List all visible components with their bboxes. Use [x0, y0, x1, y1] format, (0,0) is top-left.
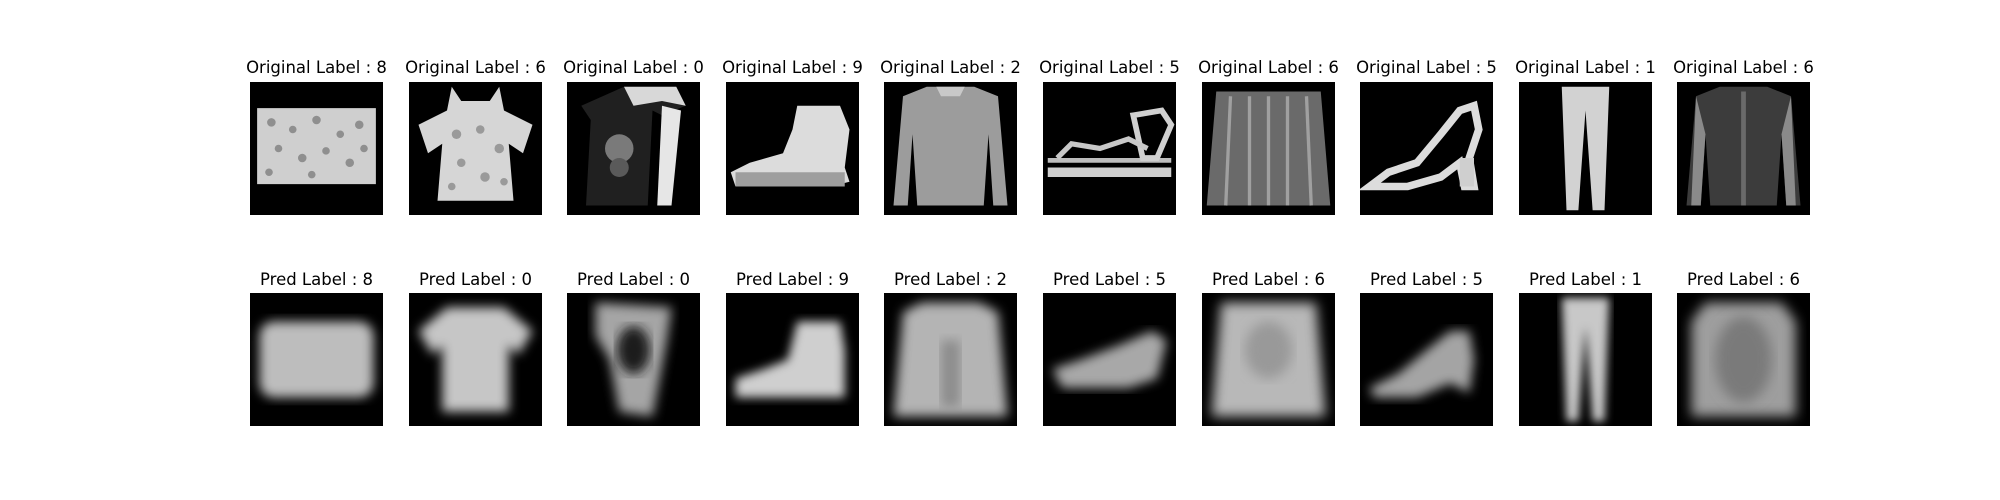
pred-title-3: Pred Label : 0 — [576, 270, 690, 289]
shirt-icon — [1677, 82, 1810, 215]
pred-title-6: Pred Label : 5 — [1052, 270, 1166, 289]
trouser-icon — [1519, 293, 1652, 426]
pred-title-1: Pred Label : 8 — [259, 270, 373, 289]
sandal-icon — [1360, 293, 1493, 426]
sandal-icon — [1043, 82, 1176, 215]
shirt-icon — [1677, 293, 1810, 426]
original-title-10: Original Label : 6 — [1673, 58, 1814, 77]
sandal-icon — [1360, 82, 1493, 215]
original-title-7: Original Label : 6 — [1198, 58, 1339, 77]
shirt-icon — [409, 82, 542, 215]
original-title-6: Original Label : 5 — [1039, 58, 1180, 77]
pred-title-4: Pred Label : 9 — [735, 270, 849, 289]
pullover-icon — [884, 293, 1017, 426]
shirt-icon — [1202, 82, 1335, 215]
trouser-icon — [1519, 82, 1652, 215]
pred-title-2: Pred Label : 0 — [418, 270, 532, 289]
sandal-icon — [1043, 293, 1176, 426]
tshirt-icon — [567, 82, 700, 215]
original-title-2: Original Label : 6 — [405, 58, 546, 77]
pullover-icon — [884, 82, 1017, 215]
tshirt-icon — [409, 293, 542, 426]
bag-icon — [250, 82, 383, 215]
original-title-3: Original Label : 0 — [563, 58, 704, 77]
original-title-1: Original Label : 8 — [246, 58, 387, 77]
ankle-boot-icon — [726, 82, 859, 215]
shirt-icon — [1202, 293, 1335, 426]
original-title-5: Original Label : 2 — [880, 58, 1021, 77]
pred-title-5: Pred Label : 2 — [893, 270, 1007, 289]
original-title-8: Original Label : 5 — [1356, 58, 1497, 77]
ankle-boot-icon — [726, 293, 859, 426]
original-title-4: Original Label : 9 — [722, 58, 863, 77]
pred-title-7: Pred Label : 6 — [1211, 270, 1325, 289]
pred-title-9: Pred Label : 1 — [1528, 270, 1642, 289]
pred-title-8: Pred Label : 5 — [1369, 270, 1483, 289]
original-title-9: Original Label : 1 — [1515, 58, 1656, 77]
tshirt-icon — [567, 293, 700, 426]
bag-icon — [250, 293, 383, 426]
pred-title-10: Pred Label : 6 — [1686, 270, 1800, 289]
